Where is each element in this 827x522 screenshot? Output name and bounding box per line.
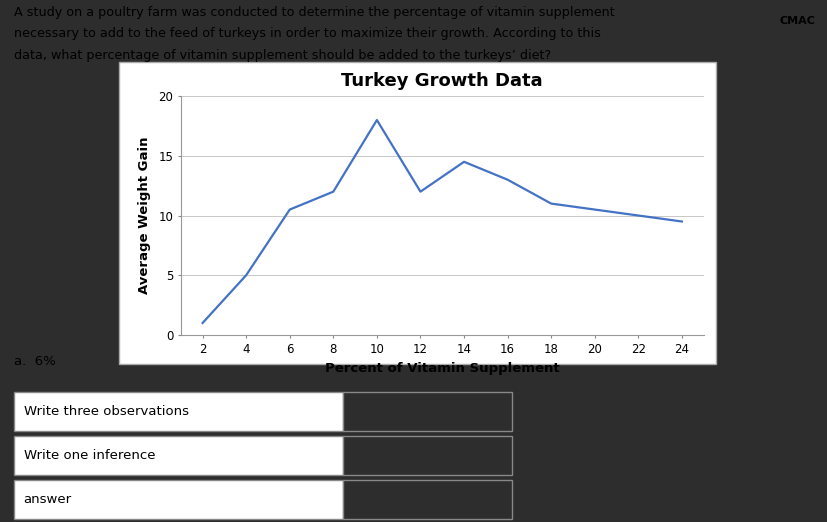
Text: Write three observations: Write three observations [24,405,189,418]
FancyBboxPatch shape [14,480,342,519]
FancyBboxPatch shape [118,62,715,364]
FancyBboxPatch shape [342,480,511,519]
Text: data, what percentage of vitamin supplement should be added to the turkeys’ diet: data, what percentage of vitamin supplem… [14,49,550,62]
Y-axis label: Average Weight Gain: Average Weight Gain [138,137,151,294]
FancyBboxPatch shape [342,392,511,431]
FancyBboxPatch shape [14,436,342,475]
Title: Turkey Growth Data: Turkey Growth Data [341,73,543,90]
X-axis label: Percent of Vitamin Supplement: Percent of Vitamin Supplement [324,362,559,375]
Text: necessary to add to the feed of turkeys in order to maximize their growth. Accor: necessary to add to the feed of turkeys … [14,27,600,40]
Text: answer: answer [24,493,72,506]
Text: A study on a poultry farm was conducted to determine the percentage of vitamin s: A study on a poultry farm was conducted … [14,6,614,19]
Text: CMAC: CMAC [778,16,814,26]
Text: a.  6%: a. 6% [14,354,55,367]
Text: Write one inference: Write one inference [24,449,155,462]
FancyBboxPatch shape [14,392,342,431]
FancyBboxPatch shape [342,436,511,475]
